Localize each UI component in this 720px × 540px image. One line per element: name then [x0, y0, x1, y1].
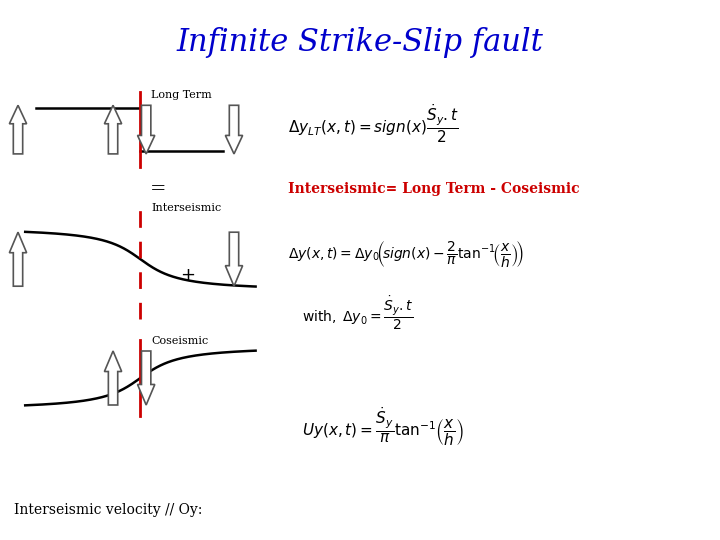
Text: $\mathrm{with,}\;\Delta y_0 = \dfrac{\dot{S}_{y}.t}{2}$: $\mathrm{with,}\;\Delta y_0 = \dfrac{\do…	[302, 294, 414, 332]
Text: Interseismic: Interseismic	[151, 203, 222, 213]
FancyArrow shape	[104, 351, 122, 405]
Text: Coseismic: Coseismic	[151, 335, 209, 346]
FancyArrow shape	[138, 105, 155, 154]
Text: Interseismic velocity // Oy:: Interseismic velocity // Oy:	[14, 503, 203, 517]
Text: $Uy(x,t) = \dfrac{\dot{S}_{y}}{\pi}\tan^{-1}\!\left(\dfrac{x}{h}\right)$: $Uy(x,t) = \dfrac{\dot{S}_{y}}{\pi}\tan^…	[302, 406, 464, 448]
Text: Interseismic= Long Term - Coseismic: Interseismic= Long Term - Coseismic	[288, 182, 580, 196]
Text: $\Delta y_{LT}(x,t) = sign(x)\dfrac{\dot{S}_{y}.t}{2}$: $\Delta y_{LT}(x,t) = sign(x)\dfrac{\dot…	[288, 103, 459, 145]
Text: Long Term: Long Term	[151, 90, 212, 100]
FancyArrow shape	[104, 105, 122, 154]
Text: +: +	[180, 266, 194, 285]
Text: Infinite Strike-Slip fault: Infinite Strike-Slip fault	[176, 27, 544, 58]
FancyArrow shape	[9, 105, 27, 154]
Text: $\Delta y(x,t) = \Delta y_0\!\left(\!sign(x) - \dfrac{2}{\pi}\tan^{-1}\!\!\left(: $\Delta y(x,t) = \Delta y_0\!\left(\!sig…	[288, 239, 524, 269]
FancyArrow shape	[9, 232, 27, 286]
FancyArrow shape	[138, 351, 155, 405]
FancyArrow shape	[225, 232, 243, 286]
FancyArrow shape	[225, 105, 243, 154]
Text: =: =	[150, 180, 166, 198]
